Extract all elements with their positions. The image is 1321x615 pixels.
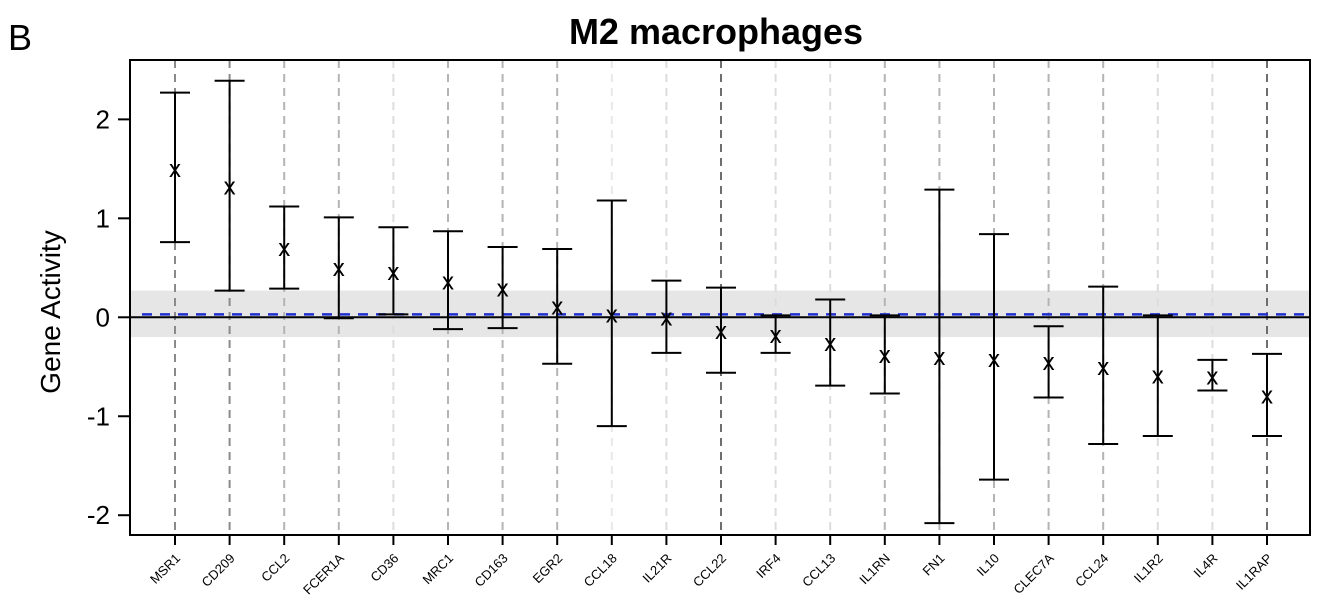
x-tick-label: IL21R: [639, 551, 674, 586]
error-bars: [160, 79, 1282, 525]
x-tick-label: IL1RN: [856, 551, 893, 588]
x-tick-label: MSR1: [147, 551, 183, 587]
y-tick-label: 0: [96, 302, 110, 332]
x-tick-label: MRC1: [419, 551, 456, 588]
data-point-marker: x: [606, 301, 618, 328]
x-tick-label: CD163: [471, 551, 510, 590]
data-point-marker: x: [224, 174, 236, 201]
x-tick-label: CCL22: [690, 551, 729, 590]
data-point-marker: x: [1097, 354, 1109, 381]
data-point-marker: x: [1043, 349, 1055, 376]
data-point-marker: x: [770, 322, 782, 349]
data-point-marker: x: [442, 269, 454, 296]
data-point-marker: x: [387, 259, 399, 286]
y-axis: -2 -1 0 1 2: [87, 104, 130, 530]
data-point-marker: x: [278, 235, 290, 262]
x-tick-label: FN1: [920, 551, 948, 579]
data-point-marker: x: [1206, 364, 1218, 391]
x-tick-label: CLEC7A: [1010, 550, 1057, 597]
data-point-marker: x: [988, 346, 1000, 373]
data-point-marker: x: [660, 304, 672, 331]
data-point-marker: x: [551, 293, 563, 320]
x-tick-label: CCL18: [581, 551, 620, 590]
y-tick-label: -1: [87, 401, 110, 431]
x-tick-label: IL1RAP: [1233, 551, 1275, 593]
data-point-marker: x: [879, 342, 891, 369]
x-axis: MSR1 CD209 CCL2 FCER1A CD36 MRC1 CD163 EGR2 CCL1…: [147, 535, 1275, 597]
x-tick-label: IL1R2: [1131, 551, 1166, 586]
data-point-marker: x: [933, 344, 945, 371]
vertical-gridlines: [174, 60, 1268, 535]
chart-title: M2 macrophages: [569, 11, 863, 52]
y-tick-label: 2: [96, 104, 110, 134]
x-tick-label: CD36: [367, 551, 401, 585]
data-point-marker: x: [715, 318, 727, 345]
panel-label: B: [8, 17, 32, 58]
data-point-marker: x: [333, 255, 345, 282]
y-axis-label: Gene Activity: [35, 230, 66, 393]
point-markers: x x x x x x x x x x x x x x x x x x x x x: [169, 156, 1273, 410]
data-point-marker: x: [1152, 363, 1164, 390]
data-point-marker: x: [169, 156, 181, 183]
x-tick-label: EGR2: [530, 551, 566, 587]
y-tick-label: 1: [96, 203, 110, 233]
x-tick-label: IL4R: [1190, 551, 1220, 581]
y-tick-label: -2: [87, 500, 110, 530]
data-point-marker: x: [1261, 382, 1273, 409]
x-tick-label: CCL2: [258, 551, 292, 585]
x-tick-label: CD209: [198, 551, 237, 590]
x-tick-label: IRF4: [753, 551, 784, 582]
data-point-marker: x: [824, 330, 836, 357]
x-tick-label: FCER1A: [300, 550, 347, 597]
x-tick-label: CCL24: [1072, 551, 1111, 590]
x-tick-label: CCL13: [799, 551, 838, 590]
x-tick-label: IL10: [974, 551, 1003, 580]
data-point-marker: x: [497, 276, 509, 303]
